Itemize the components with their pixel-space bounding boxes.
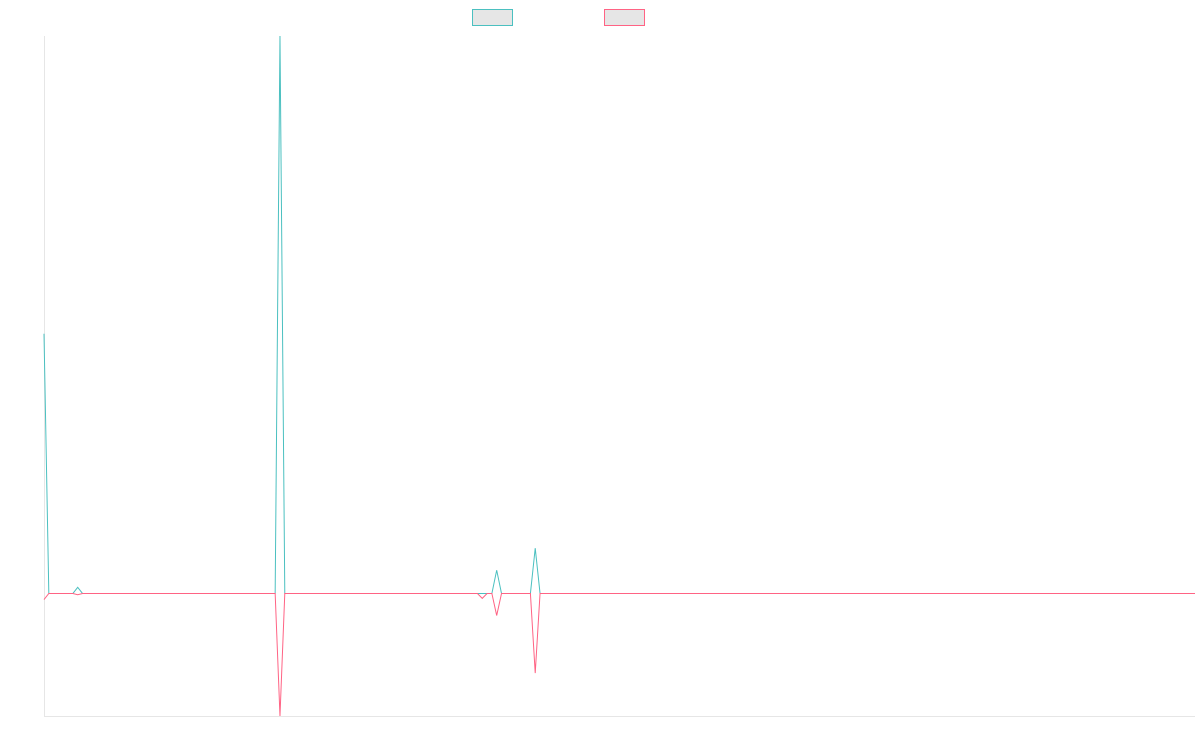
- legend: [472, 9, 645, 26]
- plot-area: [43, 35, 1195, 717]
- axes: [44, 36, 1195, 717]
- series-line-2: [43, 592, 1195, 717]
- legend-swatch-2[interactable]: [604, 9, 645, 26]
- series-line-1: [43, 35, 1195, 594]
- legend-swatch-1[interactable]: [472, 9, 513, 26]
